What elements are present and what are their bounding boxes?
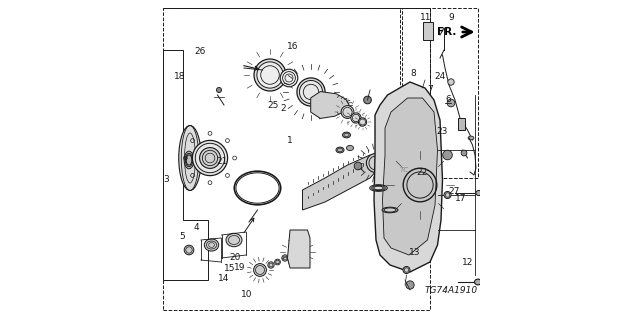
Bar bbox=[387, 192, 408, 240]
Ellipse shape bbox=[444, 191, 451, 198]
Circle shape bbox=[448, 79, 454, 85]
Polygon shape bbox=[383, 98, 438, 255]
Text: 1: 1 bbox=[287, 136, 292, 145]
Text: 15: 15 bbox=[224, 264, 236, 273]
Circle shape bbox=[364, 96, 371, 104]
Text: 18: 18 bbox=[174, 72, 186, 81]
Ellipse shape bbox=[275, 259, 280, 265]
Text: TG74A1910: TG74A1910 bbox=[424, 286, 477, 295]
Ellipse shape bbox=[253, 264, 266, 276]
Circle shape bbox=[216, 87, 221, 92]
Ellipse shape bbox=[336, 147, 344, 153]
Ellipse shape bbox=[184, 151, 194, 169]
Ellipse shape bbox=[403, 267, 410, 274]
Ellipse shape bbox=[476, 190, 482, 196]
Text: 7: 7 bbox=[428, 85, 433, 94]
Text: TC: TC bbox=[399, 167, 408, 173]
Polygon shape bbox=[287, 230, 310, 268]
Ellipse shape bbox=[186, 153, 193, 167]
Text: 9: 9 bbox=[449, 13, 454, 22]
Circle shape bbox=[461, 150, 467, 156]
Polygon shape bbox=[303, 155, 379, 210]
Ellipse shape bbox=[280, 69, 298, 87]
Text: 11: 11 bbox=[420, 13, 431, 22]
Ellipse shape bbox=[366, 153, 385, 172]
Circle shape bbox=[354, 162, 362, 170]
Polygon shape bbox=[374, 82, 442, 272]
Ellipse shape bbox=[257, 62, 283, 88]
Ellipse shape bbox=[342, 132, 351, 138]
Ellipse shape bbox=[388, 206, 407, 224]
Text: 6: 6 bbox=[445, 95, 451, 104]
Text: 10: 10 bbox=[241, 290, 252, 299]
Ellipse shape bbox=[474, 279, 481, 285]
Polygon shape bbox=[310, 92, 349, 118]
Text: 23: 23 bbox=[436, 127, 447, 136]
Text: 25: 25 bbox=[268, 101, 278, 110]
Ellipse shape bbox=[200, 148, 220, 168]
Ellipse shape bbox=[300, 81, 323, 104]
Ellipse shape bbox=[341, 106, 354, 118]
Text: 20: 20 bbox=[229, 253, 240, 262]
Ellipse shape bbox=[193, 140, 228, 176]
Bar bbox=[423, 22, 433, 40]
Text: 17: 17 bbox=[455, 194, 467, 203]
Ellipse shape bbox=[289, 245, 307, 259]
Circle shape bbox=[406, 281, 414, 289]
Text: 21: 21 bbox=[217, 157, 228, 166]
Text: 19: 19 bbox=[234, 263, 245, 272]
Text: 13: 13 bbox=[409, 248, 420, 257]
Text: 24: 24 bbox=[435, 72, 446, 81]
Ellipse shape bbox=[204, 239, 219, 251]
Text: 3: 3 bbox=[163, 175, 168, 184]
Ellipse shape bbox=[382, 207, 398, 213]
Ellipse shape bbox=[297, 78, 325, 106]
Ellipse shape bbox=[268, 262, 274, 268]
Ellipse shape bbox=[468, 136, 474, 140]
Ellipse shape bbox=[370, 185, 387, 191]
Text: 16: 16 bbox=[287, 42, 298, 51]
Ellipse shape bbox=[358, 118, 367, 126]
Bar bbox=[163, 8, 430, 310]
Text: 27: 27 bbox=[449, 188, 460, 196]
Ellipse shape bbox=[254, 59, 286, 91]
Ellipse shape bbox=[184, 245, 194, 255]
Text: 5: 5 bbox=[180, 232, 185, 241]
Text: 26: 26 bbox=[195, 47, 205, 56]
Ellipse shape bbox=[391, 208, 404, 222]
Ellipse shape bbox=[226, 233, 242, 247]
Circle shape bbox=[447, 99, 455, 107]
Ellipse shape bbox=[282, 255, 288, 261]
Text: 22: 22 bbox=[417, 168, 428, 177]
Circle shape bbox=[443, 150, 452, 160]
Text: 8: 8 bbox=[410, 69, 415, 78]
Text: 14: 14 bbox=[218, 274, 229, 283]
Text: 12: 12 bbox=[461, 258, 473, 267]
Text: 2: 2 bbox=[280, 104, 286, 113]
Ellipse shape bbox=[351, 113, 361, 123]
Bar bbox=[401, 8, 478, 178]
Text: 4: 4 bbox=[194, 223, 200, 232]
Ellipse shape bbox=[179, 125, 201, 190]
Ellipse shape bbox=[346, 145, 353, 151]
Ellipse shape bbox=[372, 186, 385, 190]
Bar bbox=[458, 118, 465, 130]
Text: FR.: FR. bbox=[437, 27, 456, 37]
